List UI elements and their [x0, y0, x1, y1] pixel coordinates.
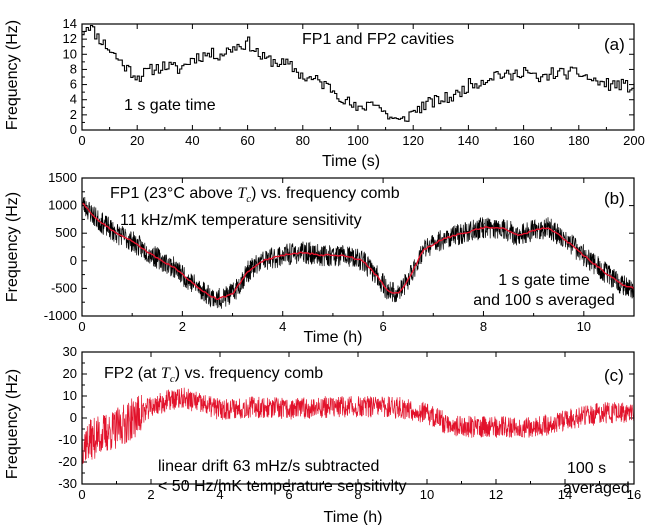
- panel-c-title-annotation: FP2 (at Tc) vs. frequency comb: [104, 365, 323, 385]
- panel-c-xtick-labels: 0 2 4 6 8 10 12 14 16: [78, 487, 641, 502]
- y-tick-label: 0: [70, 410, 77, 425]
- panel-b-xtick-labels: 0 2 4 6 8 10: [78, 319, 591, 334]
- panel-c-100s-annotation: 100 s: [567, 460, 606, 477]
- x-tick-label: 2: [147, 487, 154, 502]
- x-tick-label: 6: [285, 487, 292, 502]
- panel-b-title-sub: c: [246, 193, 251, 205]
- panel-b-title-part1: FP1 (23°C above: [110, 185, 237, 202]
- y-tick-label: 4: [70, 92, 77, 107]
- panel-a-gate-annotation: 1 s gate time: [124, 97, 216, 114]
- y-tick-label: 0: [70, 122, 77, 137]
- panel-b-ytick-labels: -1000 -500 0 500 1000 1500: [44, 170, 77, 323]
- x-tick-label: 180: [568, 133, 590, 148]
- panel-c-xlabel: Time (h): [324, 509, 383, 525]
- x-tick-label: 160: [513, 133, 535, 148]
- panel-c-sensitivity-annotation: < 50 Hz/mK temperature sensitivity: [158, 478, 407, 495]
- y-tick-label: 0: [70, 253, 77, 268]
- panel-b-title-annotation: FP1 (23°C above Tc) vs. frequency comb: [110, 185, 400, 205]
- y-tick-label: 6: [70, 77, 77, 92]
- y-tick-label: 30: [63, 344, 77, 359]
- panel-c-drift-annotation: linear drift 63 mHz/s subtracted: [158, 458, 379, 475]
- panel-b-title-part2: ) vs. frequency comb: [251, 185, 400, 202]
- panel-b-ylabel: Frequency (Hz): [4, 192, 21, 302]
- y-tick-label: 8: [70, 61, 77, 76]
- panel-a-xlabel: Time (s): [322, 153, 380, 170]
- panel-c-ytick-labels: -30 -20 -10 0 10 20 30: [58, 344, 77, 491]
- x-tick-label: 40: [185, 133, 199, 148]
- x-tick-label: 100: [347, 133, 369, 148]
- y-tick-label: 2: [70, 107, 77, 122]
- panel-a-frame: [81, 23, 635, 131]
- x-tick-label: 6: [379, 319, 386, 334]
- x-tick-label: 20: [130, 133, 144, 148]
- x-tick-label: 8: [480, 319, 487, 334]
- panel-c-title-part2: ) vs. frequency comb: [175, 365, 324, 382]
- x-tick-label: 16: [627, 487, 641, 502]
- y-tick-label: 10: [63, 46, 77, 61]
- y-tick-label: 14: [63, 16, 77, 31]
- y-tick-label: 20: [63, 366, 77, 381]
- panel-c-frame: [81, 351, 635, 485]
- x-tick-label: 4: [216, 487, 223, 502]
- panel-a-letter: (a): [604, 35, 625, 54]
- panel-c-ylabel: Frequency (Hz): [4, 369, 21, 479]
- x-tick-label: 60: [240, 133, 254, 148]
- panel-b-xlabel: Time (h): [304, 329, 363, 346]
- panel-b: -1000 -500 0 500 1000 1500 0 2 4 6 8 10 FP1 (23°C …: [4, 170, 635, 346]
- panel-b-averaged-series: [81, 202, 635, 301]
- x-tick-label: 8: [354, 487, 361, 502]
- panel-c: -30 -20 -10 0 10 20 30 0 2 4 6 8 10 12 14 16 FP2 (at T…: [4, 344, 641, 525]
- panel-b-gate-annotation: 1 s gate time: [498, 272, 590, 289]
- x-tick-label: 0: [78, 487, 85, 502]
- x-tick-label: 80: [296, 133, 310, 148]
- y-tick-label: -500: [51, 280, 77, 295]
- panel-a-ylabel: Frequency (Hz): [4, 20, 21, 130]
- panel-b-sensitivity-annotation: 11 kHz/mK temperature sensitivity: [120, 212, 362, 229]
- panel-b-averaged-annotation: and 100 s averaged: [473, 292, 614, 309]
- panel-b-title-T: T: [237, 185, 247, 202]
- panel-c-series-line: [81, 387, 635, 465]
- panel-a-series-line: [82, 24, 635, 122]
- panel-a-title-annotation: FP1 and FP2 cavities: [302, 31, 454, 48]
- x-tick-label: 200: [623, 133, 645, 148]
- x-tick-label: 0: [78, 319, 85, 334]
- y-tick-label: -20: [58, 454, 77, 469]
- x-tick-label: 2: [179, 319, 186, 334]
- x-tick-label: 14: [558, 487, 572, 502]
- panel-c-title-T: T: [161, 365, 171, 382]
- x-tick-label: 12: [489, 487, 503, 502]
- x-tick-label: 4: [279, 319, 286, 334]
- y-tick-label: 12: [63, 31, 77, 46]
- y-tick-label: 1000: [48, 198, 77, 213]
- panel-b-frame: [81, 177, 635, 317]
- panel-a-xtick-labels: 0 20 40 60 80 100 120 140 160 180 200: [78, 133, 644, 148]
- y-tick-label: 1500: [48, 170, 77, 185]
- panel-c-title-sub: c: [170, 373, 175, 385]
- x-tick-label: 140: [458, 133, 480, 148]
- panel-b-letter: (b): [604, 189, 625, 208]
- x-tick-label: 0: [78, 133, 85, 148]
- y-tick-label: -30: [58, 476, 77, 491]
- panel-c-averaged-annotation: averaged: [563, 480, 630, 497]
- panel-c-letter: (c): [604, 366, 624, 385]
- panel-c-title-part1: FP2 (at: [104, 365, 161, 382]
- y-tick-label: 500: [55, 225, 77, 240]
- y-tick-label: -10: [58, 432, 77, 447]
- y-tick-label: 10: [63, 388, 77, 403]
- x-tick-label: 120: [402, 133, 424, 148]
- x-tick-label: 10: [420, 487, 434, 502]
- x-tick-label: 10: [577, 319, 591, 334]
- y-tick-label: -1000: [44, 308, 77, 323]
